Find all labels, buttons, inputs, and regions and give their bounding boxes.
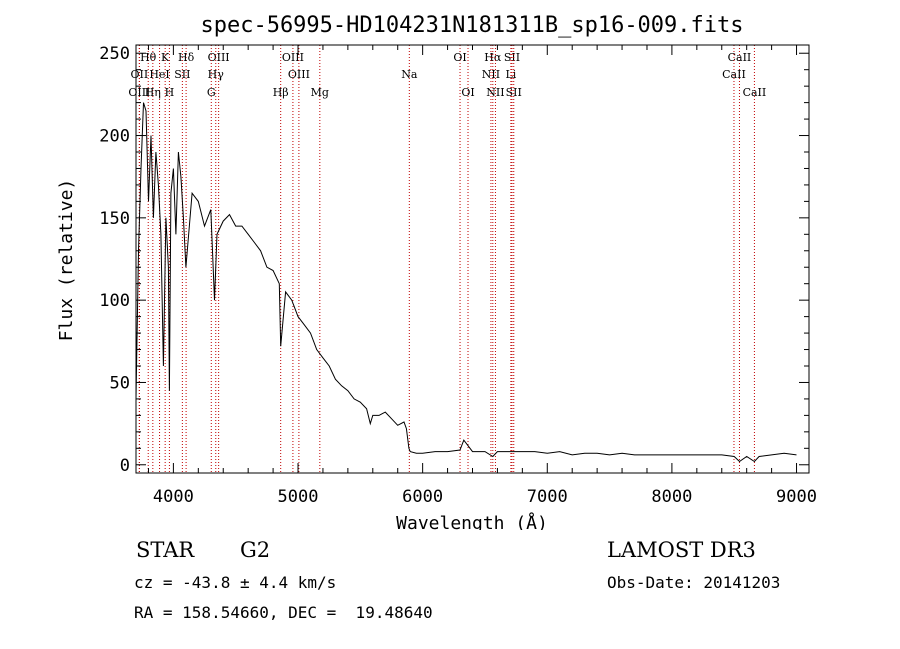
redshift-text: cz = -43.8 ± 4.4 km/s xyxy=(134,573,337,592)
marker-label: Hγ xyxy=(208,68,225,81)
survey-name: LAMOST DR3 xyxy=(607,538,756,562)
marker-label: SII xyxy=(504,51,520,64)
obs-date: Obs-Date: 20141203 xyxy=(607,573,781,592)
marker-label: H xyxy=(165,86,175,99)
y-tick-label: 50 xyxy=(110,373,130,393)
coordinates-text: RA = 158.54660, DEC = 19.48640 xyxy=(134,603,433,622)
marker-label: OIII xyxy=(208,51,230,64)
y-tick-label: 150 xyxy=(99,209,130,229)
marker-label: CaII xyxy=(743,86,767,99)
marker-label: Hη xyxy=(145,86,161,99)
marker-label: HeI xyxy=(149,68,169,81)
y-tick-label: 0 xyxy=(120,456,130,476)
marker-label: SII xyxy=(174,68,190,81)
y-tick-label: 100 xyxy=(99,291,130,311)
marker-label: CaII xyxy=(722,68,746,81)
marker-label: SII xyxy=(506,86,522,99)
marker-label: K xyxy=(161,51,170,64)
x-tick-label: 4000 xyxy=(153,487,194,507)
marker-label: G xyxy=(207,86,216,99)
axes: 4000 5000 6000 7000 8000 9000 0 50 100 150 200 250 xyxy=(99,44,817,507)
marker-label: OI xyxy=(453,51,466,64)
y-axis-label: Flux (relative) xyxy=(56,179,77,342)
spectrum-chart: spec-56995-HD104231N181311B_sp16-009.fit… xyxy=(56,13,817,530)
y-tick-label: 200 xyxy=(99,127,130,147)
x-axis-label: Wavelength (Å) xyxy=(396,512,548,530)
marker-label: Mg xyxy=(311,86,329,99)
marker-label: OIII xyxy=(282,51,304,64)
x-tick-label: 6000 xyxy=(402,487,443,507)
object-class: STAR xyxy=(136,538,195,562)
chart-title: spec-56995-HD104231N181311B_sp16-009.fit… xyxy=(200,13,743,38)
spectrum-line xyxy=(135,102,797,463)
x-tick-label: 5000 xyxy=(278,487,319,507)
x-tick-label: 8000 xyxy=(651,487,692,507)
plot-frame xyxy=(135,44,810,474)
marker-label: Hβ xyxy=(273,86,289,99)
marker-label: NII xyxy=(486,86,504,99)
marker-label: Hδ xyxy=(178,51,195,64)
marker-label: OIII xyxy=(288,68,310,81)
marker-label: OIII xyxy=(128,86,150,99)
marker-label: CaII xyxy=(728,51,752,64)
x-tick-label: 7000 xyxy=(527,487,568,507)
y-tick-label: 250 xyxy=(99,44,130,64)
marker-label: Li xyxy=(505,68,516,81)
marker-label: OII xyxy=(131,68,149,81)
marker-label: NII xyxy=(482,68,500,81)
subclass: G2 xyxy=(240,538,271,562)
marker-label: Hα xyxy=(484,51,502,64)
marker-label: Na xyxy=(401,68,418,81)
x-tick-label: 9000 xyxy=(776,487,817,507)
marker-label: OI xyxy=(461,86,474,99)
